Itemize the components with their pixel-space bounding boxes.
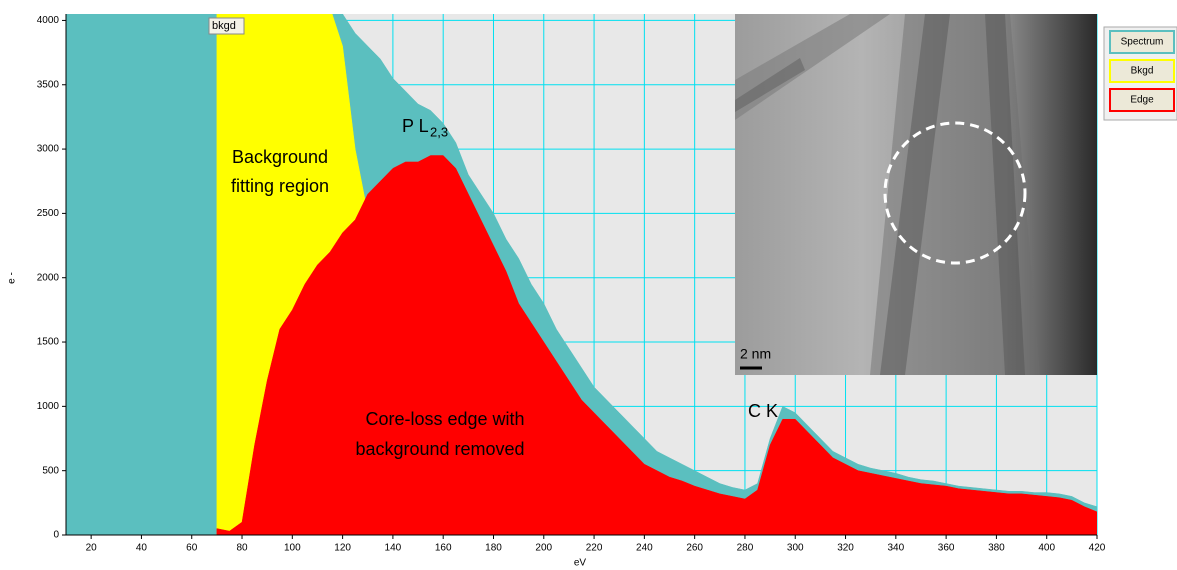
y-axis-label: e - — [7, 272, 18, 284]
x-tick-label: 120 — [334, 543, 351, 554]
legend-swatch — [1109, 88, 1175, 112]
x-tick-label: 180 — [485, 543, 502, 554]
x-tick-label: 320 — [837, 543, 854, 554]
y-tick-label: 500 — [42, 465, 59, 476]
y-tick-label: 2500 — [37, 208, 60, 219]
area-series — [216, 155, 1097, 535]
x-tick-label: 100 — [284, 543, 301, 554]
peak-label: P L — [402, 116, 429, 136]
nanotube — [870, 14, 1040, 375]
bkgd-tag-box — [208, 17, 245, 35]
fit-region-label: Background — [232, 147, 328, 167]
nanotube — [880, 14, 950, 375]
y-tick-label: 3500 — [37, 79, 60, 90]
legend-swatch — [1109, 59, 1175, 83]
x-tick-label: 340 — [887, 543, 904, 554]
carbon-edge-label: C K — [748, 401, 778, 421]
highlight-circle — [883, 121, 1027, 265]
x-tick-label: 60 — [186, 543, 198, 554]
inset-image: 2 nm — [735, 14, 1097, 375]
x-tick-label: 200 — [535, 543, 552, 554]
edge-label: Core-loss edge with — [365, 409, 524, 429]
legend-swatch — [1109, 30, 1175, 54]
x-tick-label: 220 — [586, 543, 603, 554]
legend-label: Bkgd — [1131, 66, 1154, 77]
y-tick-label: 4000 — [37, 15, 60, 26]
x-tick-label: 20 — [86, 543, 98, 554]
x-tick-label: 420 — [1089, 543, 1106, 554]
x-tick-label: 240 — [636, 543, 653, 554]
x-tick-label: 40 — [136, 543, 148, 554]
x-tick-label: 140 — [385, 543, 402, 554]
x-tick-label: 300 — [787, 543, 804, 554]
y-tick-label: 0 — [53, 530, 59, 541]
nanotube — [735, 58, 805, 112]
legend-label: Spectrum — [1121, 37, 1164, 48]
y-tick-label: 1500 — [37, 337, 60, 348]
bkgd-tag: bkgd — [212, 20, 236, 32]
scale-bar-label: 2 nm — [740, 346, 771, 362]
y-tick-label: 1000 — [37, 401, 60, 412]
nanotube — [735, 14, 890, 120]
fit-region-label: fitting region — [231, 176, 329, 196]
x-tick-label: 360 — [938, 543, 955, 554]
x-tick-label: 380 — [988, 543, 1005, 554]
nanotube — [985, 14, 1025, 375]
edge-label: background removed — [355, 439, 524, 459]
x-tick-label: 260 — [686, 543, 703, 554]
y-tick-label: 2000 — [37, 272, 60, 283]
legend-label: Edge — [1130, 95, 1154, 106]
x-axis-label: eV — [574, 558, 587, 569]
x-tick-label: 280 — [737, 543, 754, 554]
x-tick-label: 160 — [435, 543, 452, 554]
x-tick-label: 400 — [1038, 543, 1055, 554]
y-tick-label: 3000 — [37, 144, 60, 155]
x-tick-label: 80 — [236, 543, 248, 554]
peak-subscript: 2,3 — [430, 124, 448, 139]
